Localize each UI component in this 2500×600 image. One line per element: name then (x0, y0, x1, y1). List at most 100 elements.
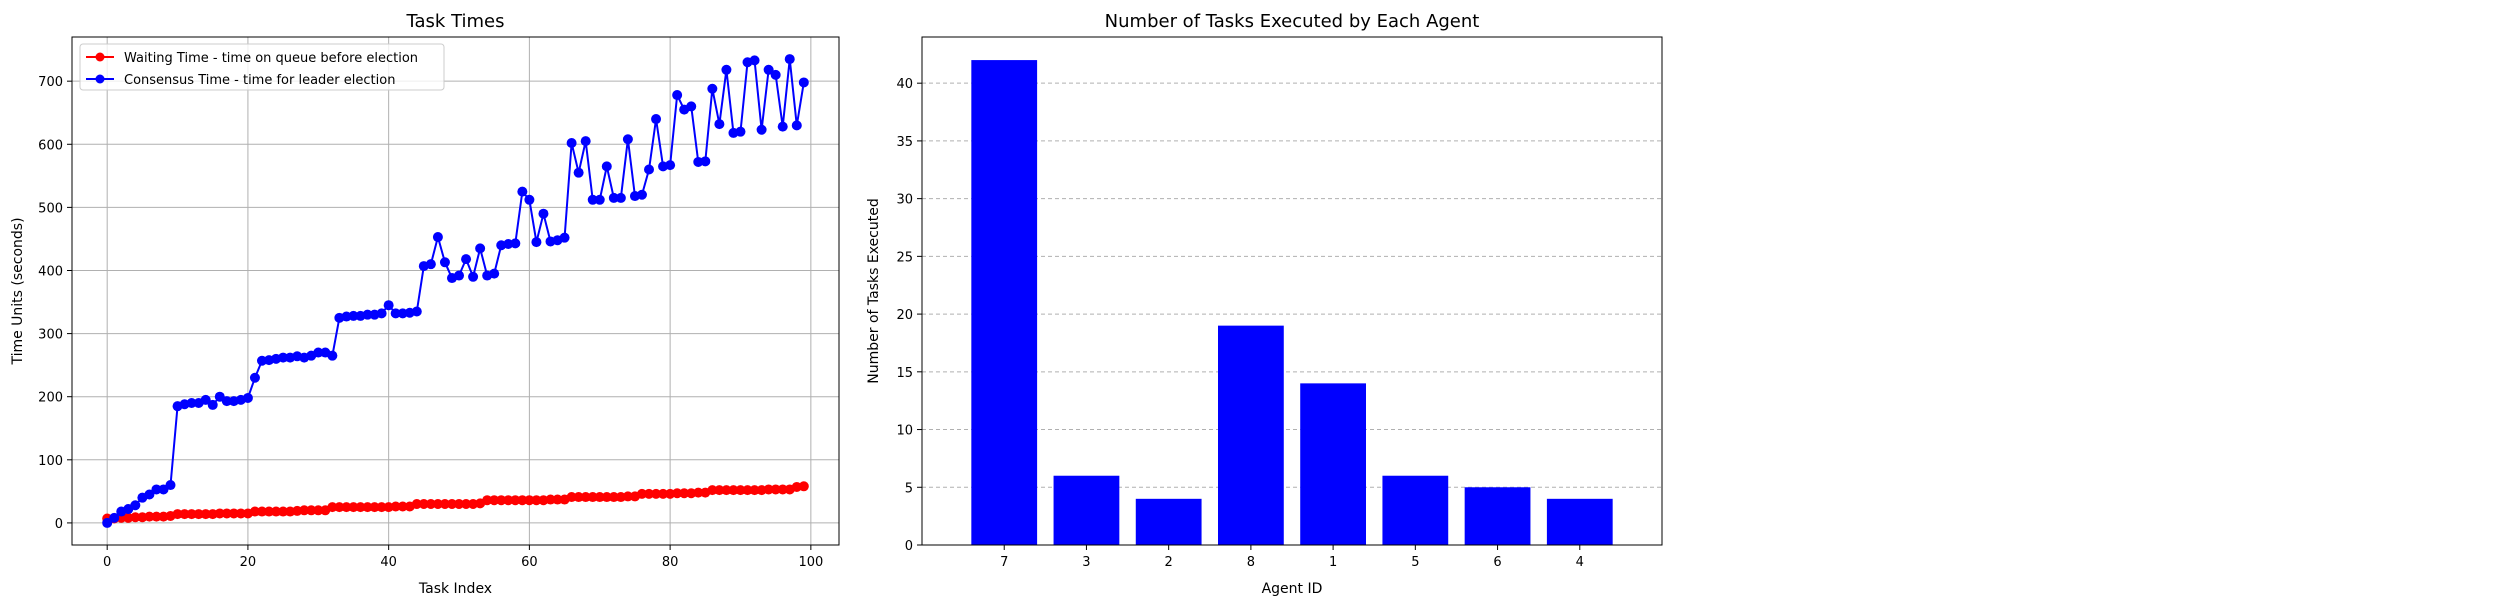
legend-swatch-marker-consensus (95, 74, 105, 84)
legend-entry-consensus-time: Consensus Time - time for leader electio… (86, 73, 395, 88)
tasks-per-agent-xlabel: Agent ID (1262, 581, 1323, 597)
task-times-xlabel: Task Index (418, 581, 492, 597)
data-point (313, 505, 324, 516)
data-point (587, 492, 598, 503)
data-point (510, 238, 521, 249)
x-tick-label: 7 (1000, 555, 1008, 570)
data-point (242, 392, 253, 403)
data-point (334, 502, 345, 513)
data-point (249, 506, 260, 517)
y-tick-label: 400 (38, 264, 63, 279)
data-point (271, 506, 282, 517)
data-point (228, 508, 239, 519)
data-point (707, 485, 718, 496)
y-tick-label: 600 (38, 138, 63, 153)
y-tick-label: 0 (905, 539, 913, 554)
x-tick-label: 3 (1082, 555, 1090, 570)
data-point (665, 160, 676, 171)
data-point (538, 208, 549, 219)
x-tick-label: 5 (1411, 555, 1419, 570)
y-tick-label: 500 (38, 201, 63, 216)
data-point (777, 121, 788, 132)
data-point (608, 192, 619, 203)
data-point (411, 306, 422, 317)
data-point (256, 506, 267, 517)
data-point (608, 492, 619, 503)
x-tick-label: 4 (1576, 555, 1584, 570)
data-point (327, 502, 338, 513)
data-point (348, 502, 359, 513)
legend-swatch-marker-waiting (95, 52, 105, 62)
tasks-per-agent-ylabel: Number of Tasks Executed (866, 198, 882, 383)
data-point (594, 492, 605, 503)
data-point (552, 494, 563, 505)
data-point (580, 492, 591, 503)
y-tick-label: 10 (896, 424, 913, 439)
data-point (777, 484, 788, 495)
data-point (376, 308, 387, 319)
y-tick-label: 40 (896, 77, 913, 92)
data-point (756, 124, 767, 135)
data-point (735, 126, 746, 137)
bar-agent-2 (1135, 498, 1202, 545)
data-point (179, 509, 190, 520)
data-point (425, 259, 436, 270)
x-tick-label: 8 (1247, 555, 1255, 570)
y-tick-label: 0 (55, 517, 63, 532)
data-point (559, 232, 570, 243)
data-point (207, 399, 218, 410)
data-point (749, 55, 760, 66)
data-point (249, 372, 260, 383)
data-point (651, 488, 662, 499)
x-tick-label: 60 (521, 555, 538, 570)
data-point (390, 308, 401, 319)
y-tick-label: 300 (38, 328, 63, 343)
data-point (299, 505, 310, 516)
data-point (172, 509, 183, 520)
data-point (714, 485, 725, 496)
legend-entry-waiting-time: Waiting Time - time on queue before elec… (86, 51, 418, 66)
data-point (651, 114, 662, 125)
data-point (468, 271, 479, 282)
legend-label-waiting-time: Waiting Time - time on queue before elec… (124, 51, 418, 66)
data-point (200, 394, 211, 405)
data-point (461, 498, 472, 509)
task-times-plot-frame (71, 36, 840, 546)
data-point (566, 138, 577, 149)
data-point (742, 485, 753, 496)
task-times-series (102, 54, 809, 528)
bar-agent-7 (971, 60, 1038, 546)
data-point (601, 161, 612, 172)
data-point (545, 494, 556, 505)
legend-box (79, 43, 445, 91)
data-point (348, 310, 359, 321)
data-point (475, 243, 486, 254)
data-point (531, 237, 542, 248)
data-point (151, 511, 162, 522)
data-point (707, 83, 718, 94)
data-point (644, 488, 655, 499)
data-point (102, 517, 113, 528)
data-point (306, 505, 317, 516)
data-point (749, 485, 760, 496)
data-point (714, 119, 725, 130)
data-point (644, 164, 655, 175)
data-point (594, 194, 605, 205)
data-point (461, 254, 472, 265)
data-point (264, 506, 275, 517)
y-tick-label: 20 (896, 308, 913, 323)
data-point (763, 64, 774, 75)
task-times-ticks: 0 20 40 60 80 100 0 100 200 300 400 500 600 700 (38, 75, 823, 570)
data-point (721, 485, 732, 496)
y-tick-label: 100 (38, 454, 63, 469)
data-point (658, 488, 669, 499)
data-point (601, 492, 612, 503)
data-point (193, 509, 204, 520)
data-point (130, 500, 141, 511)
tasks-per-agent-plot-frame (921, 36, 1663, 546)
bar-agent-3 (1053, 475, 1120, 545)
data-point (531, 495, 542, 506)
data-point (770, 484, 781, 495)
data-point (186, 398, 197, 409)
task-times-grid (72, 37, 839, 545)
